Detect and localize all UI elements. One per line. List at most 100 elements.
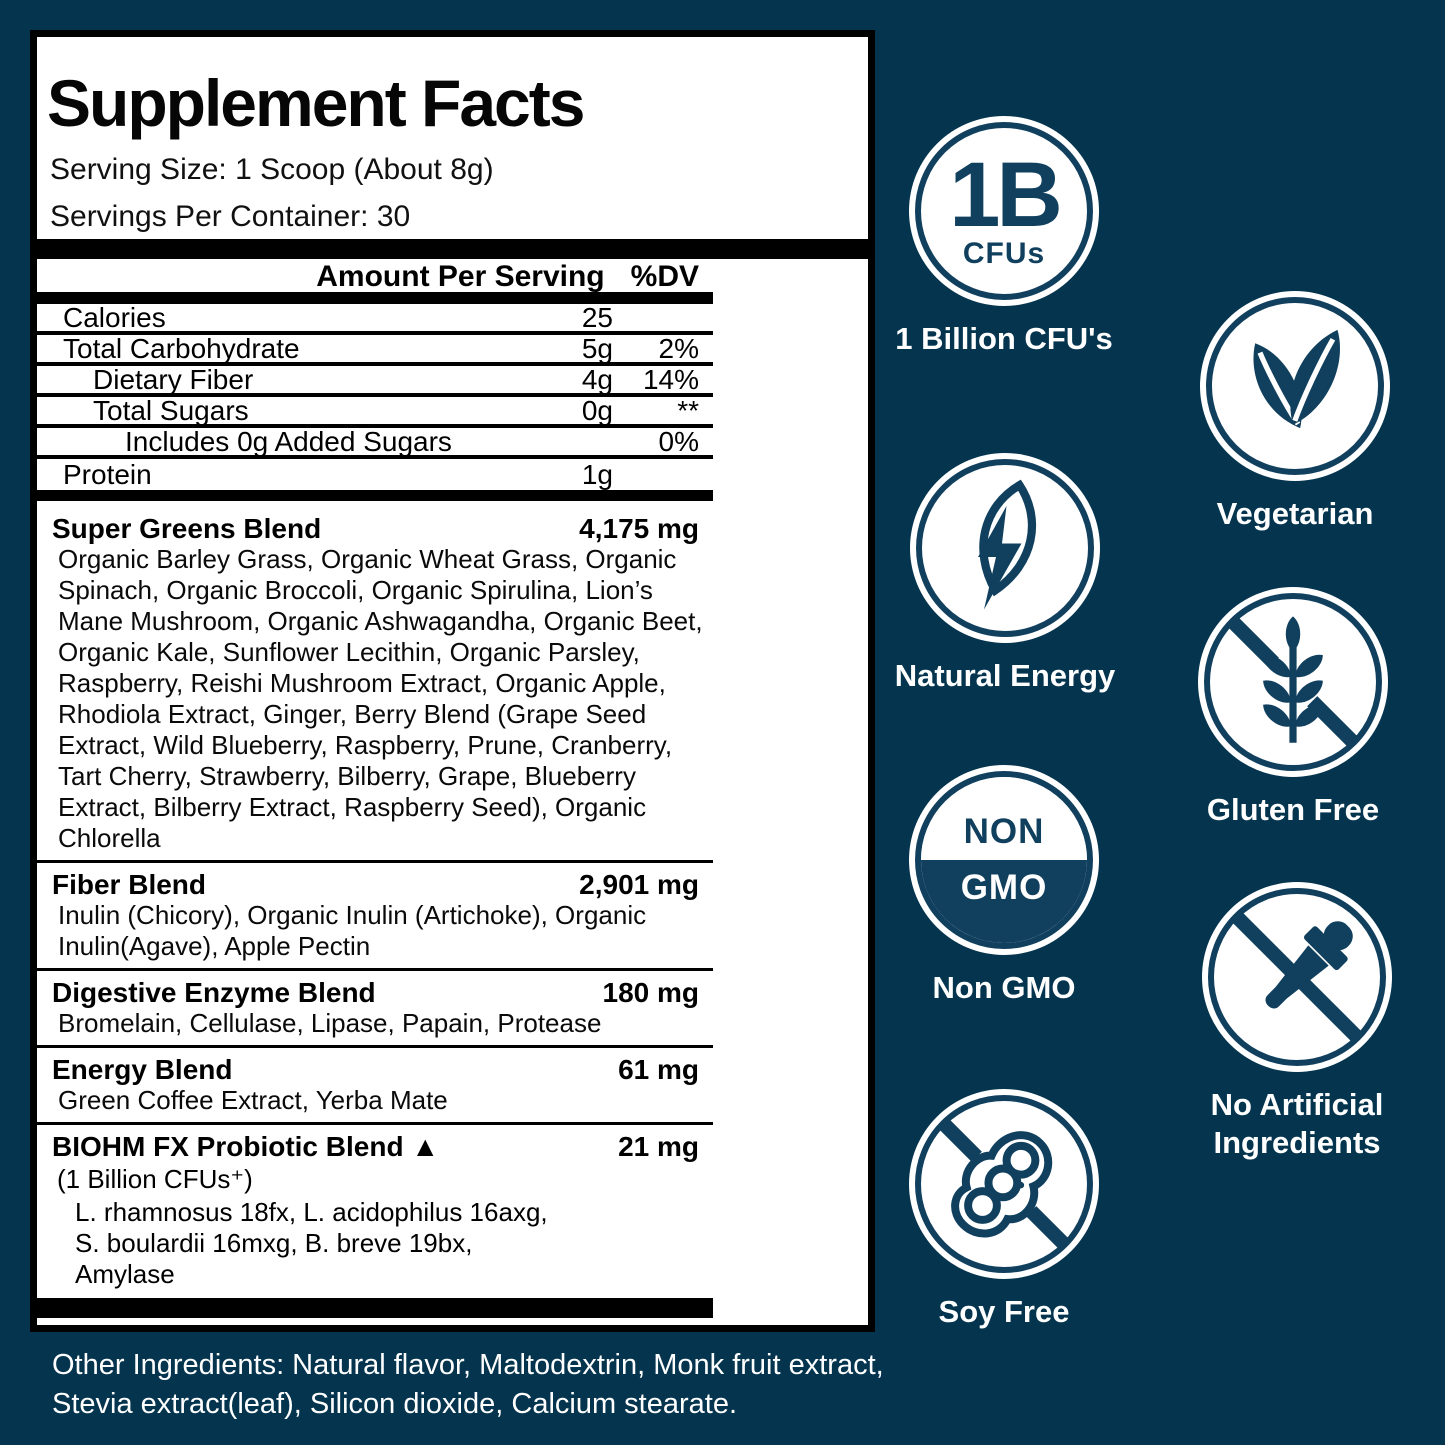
table-row: Total Carbohydrate 5g 2% bbox=[37, 332, 713, 366]
badge-circle bbox=[909, 1089, 1099, 1279]
badge-circle bbox=[1198, 587, 1388, 777]
divider-bar-thick bbox=[37, 1298, 713, 1318]
nutrient-amount: 5g bbox=[581, 332, 613, 364]
badge-circle: 1B CFUs bbox=[909, 116, 1099, 306]
leaf-lightning-icon bbox=[978, 479, 1037, 610]
badge-circle-text: NON bbox=[921, 777, 1087, 860]
badge-circle bbox=[1200, 291, 1390, 481]
divider-line bbox=[37, 860, 713, 863]
badge-circle bbox=[910, 453, 1100, 643]
blend-header: Fiber Blend 2,901 mg bbox=[37, 869, 713, 900]
blend-name: BIOHM FX Probiotic Blend ▲ bbox=[52, 1131, 440, 1162]
supplement-facts-panel: Supplement Facts Serving Size: 1 Scoop (… bbox=[30, 30, 875, 1332]
blend-name: Digestive Enzyme Blend bbox=[52, 977, 376, 1008]
nutrient-name: Total Carbohydrate bbox=[63, 332, 300, 364]
badge-label: No Artificial Ingredients bbox=[1210, 1087, 1384, 1160]
badge-circle: NON GMO bbox=[909, 765, 1099, 955]
blend-ingredients: Green Coffee Extract, Yerba Mate bbox=[58, 1085, 448, 1115]
leaves-icon bbox=[1253, 329, 1340, 429]
badge-ring bbox=[915, 771, 1093, 949]
col-header-amount: Amount Per Serving bbox=[316, 260, 605, 293]
blend-header: Energy Blend 61 mg bbox=[37, 1054, 713, 1085]
nutrient-name: Includes 0g Added Sugars bbox=[125, 425, 452, 457]
serving-size: Serving Size: 1 Scoop (About 8g) bbox=[50, 153, 494, 186]
badge-label: Gluten Free bbox=[1206, 792, 1380, 827]
col-header-dv: %DV bbox=[630, 260, 699, 293]
badge-natural-energy: Natural Energy bbox=[845, 453, 1165, 695]
divider-bar-thin bbox=[37, 292, 713, 304]
badge-label: Non GMO bbox=[932, 970, 1076, 1005]
badge-soy-free: Soy Free bbox=[844, 1089, 1164, 1331]
badge-circle-text: 1B bbox=[949, 144, 1063, 246]
divider-line bbox=[37, 1045, 713, 1048]
nutrient-name: Calories bbox=[63, 301, 166, 333]
footnote: Percent Daily Values are based on a 2,00… bbox=[53, 1326, 868, 1332]
badge-circle-text: GMO bbox=[921, 860, 1087, 943]
blend-name: Fiber Blend bbox=[52, 869, 207, 900]
blend-name: Energy Blend bbox=[52, 1054, 233, 1085]
wheat-crossed-icon bbox=[1228, 616, 1358, 747]
dropper-crossed-icon bbox=[1232, 912, 1362, 1042]
blend-amount: 4,175 mg bbox=[579, 513, 699, 544]
badge-ring bbox=[1204, 593, 1382, 771]
nutrient-amount: 0g bbox=[581, 394, 613, 426]
blend-header: BIOHM FX Probiotic Blend ▲ 21 mg bbox=[37, 1131, 713, 1162]
badge-ring bbox=[1206, 297, 1384, 475]
blend-amount: 180 mg bbox=[602, 977, 700, 1008]
blend-amount: 61 mg bbox=[618, 1054, 699, 1085]
badge-gluten-free: Gluten Free bbox=[1133, 587, 1445, 829]
badge-non-gmo: NON GMO Non GMO bbox=[844, 765, 1164, 1007]
blend-amount: 21 mg bbox=[618, 1131, 699, 1162]
servings-per-container: Servings Per Container: 30 bbox=[50, 200, 411, 233]
nutrient-amount: 25 bbox=[581, 301, 613, 333]
blend-header: Digestive Enzyme Blend 180 mg bbox=[37, 977, 713, 1008]
badge-ring bbox=[1208, 888, 1386, 1066]
blend-ingredients: Bromelain, Cellulase, Lipase, Papain, Pr… bbox=[58, 1008, 602, 1038]
probiotic-strain-line: S. boulardii 16mxg, B. breve 19bx, bbox=[75, 1228, 473, 1258]
table-row: Total Sugars 0g ** bbox=[37, 394, 713, 428]
nutrient-dv: 2% bbox=[658, 332, 699, 364]
table-row: Includes 0g Added Sugars 0% bbox=[37, 425, 713, 459]
badge-circle bbox=[1202, 882, 1392, 1072]
blend-subtitle: (1 Billion CFUs⁺) bbox=[57, 1164, 253, 1194]
nutrient-amount: 4g bbox=[581, 363, 613, 395]
divider-line bbox=[37, 1122, 713, 1125]
badge-circle-text: CFUs bbox=[962, 237, 1046, 270]
non-gmo-icon: NON GMO bbox=[921, 777, 1087, 943]
badge-label: Natural Energy bbox=[894, 658, 1116, 693]
badge-label: Vegetarian bbox=[1216, 496, 1374, 531]
soybean-crossed-icon bbox=[939, 1119, 1069, 1249]
badge-label: 1 Billion CFU's bbox=[895, 321, 1113, 356]
badge-ring bbox=[915, 122, 1093, 300]
badge-label: Soy Free bbox=[938, 1294, 1070, 1329]
divider-line bbox=[37, 968, 713, 971]
probiotic-strain-line: L. rhamnosus 18fx, L. acidophilus 16axg, bbox=[75, 1197, 548, 1227]
nutrient-name: Dietary Fiber bbox=[93, 363, 254, 395]
nutrient-name: Total Sugars bbox=[93, 394, 249, 426]
table-row: Calories 25 bbox=[37, 301, 713, 335]
blend-ingredients: Inulin (Chicory), Organic Inulin (Artich… bbox=[58, 900, 647, 961]
blend-name: Super Greens Blend bbox=[52, 513, 322, 544]
badge-ring bbox=[916, 459, 1094, 637]
badge-ring bbox=[915, 1095, 1093, 1273]
table-row: Protein 1g bbox=[37, 459, 713, 490]
other-ingredients-text: Other Ingredients: Natural flavor, Malto… bbox=[52, 1349, 884, 1420]
divider-bar-medium bbox=[37, 490, 713, 501]
panel-title: Supplement Facts bbox=[47, 66, 585, 140]
nutrient-dv: ** bbox=[677, 394, 699, 426]
badge-vegetarian: Vegetarian bbox=[1135, 291, 1445, 533]
badge-1-billion-cfus: 1B CFUs 1 Billion CFU's bbox=[844, 116, 1164, 358]
nutrient-dv: 0% bbox=[658, 425, 699, 457]
probiotic-strain-line: Amylase bbox=[75, 1259, 175, 1289]
table-row: Dietary Fiber 4g 14% bbox=[37, 363, 713, 397]
1b-cfus-icon: 1B CFUs bbox=[909, 116, 1099, 306]
divider-bar-thick bbox=[37, 239, 868, 259]
table-header: Amount Per Serving %DV bbox=[37, 259, 713, 292]
blend-header: Super Greens Blend 4,175 mg bbox=[37, 513, 713, 544]
nutrient-dv: 14% bbox=[642, 363, 699, 395]
badge-no-artificial-ingredients: No Artificial Ingredients bbox=[1137, 882, 1445, 1162]
nutrient-name: Protein bbox=[63, 458, 152, 490]
blend-ingredients: Organic Barley Grass, Organic Wheat Gras… bbox=[58, 544, 703, 853]
blend-amount: 2,901 mg bbox=[579, 869, 699, 900]
